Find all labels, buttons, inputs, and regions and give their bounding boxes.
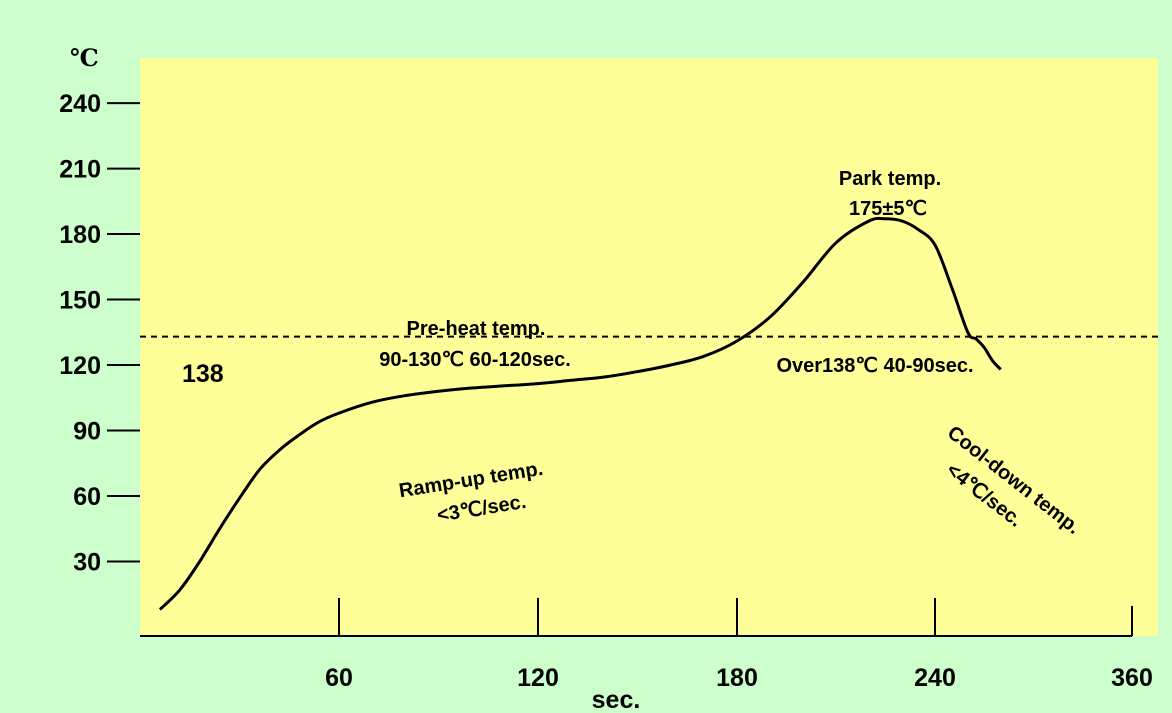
x-tick-label: 120 (517, 664, 559, 692)
plot-area (140, 58, 1158, 636)
annotation-text: Over138℃ 40-90sec. (776, 355, 973, 377)
annotation-text: 90-130℃ 60-120sec. (379, 349, 571, 371)
y-tick-label: 30 (73, 549, 101, 577)
annotation-text: 175±5℃ (849, 198, 927, 220)
x-tick-label: 360 (1111, 664, 1153, 692)
y-tick-label: 240 (59, 90, 101, 118)
annotation-over: Over138℃ 40-90sec. (776, 355, 973, 377)
y-tick-label: 210 (59, 156, 101, 184)
x-tick-label: 60 (325, 664, 353, 692)
x-tick-label: 240 (914, 664, 956, 692)
y-tick-label: 120 (59, 352, 101, 380)
x-tick-label: 180 (716, 664, 758, 692)
annotation-text: Park temp. (839, 168, 941, 190)
y-ticks: 30 60 90 120 150 180 210 240 (59, 90, 140, 577)
y-axis-label: ℃ (70, 43, 99, 72)
x-ticks: 60 120 180 240 360 (325, 598, 1153, 692)
y-tick-label: 150 (59, 287, 101, 315)
x-axis-label: sec. (592, 686, 641, 713)
reference-line-label: 138 (182, 360, 224, 388)
series-line (158, 216, 1002, 611)
annotation-text: Pre-heat temp. (407, 318, 546, 340)
annotation-peak: Park temp. 175±5℃ (839, 168, 941, 220)
y-tick-label: 180 (59, 221, 101, 249)
y-tick-label: 90 (73, 418, 101, 446)
annotation-preheat: Pre-heat temp. 90-130℃ 60-120sec. (379, 318, 571, 371)
y-tick-label: 60 (73, 483, 101, 511)
